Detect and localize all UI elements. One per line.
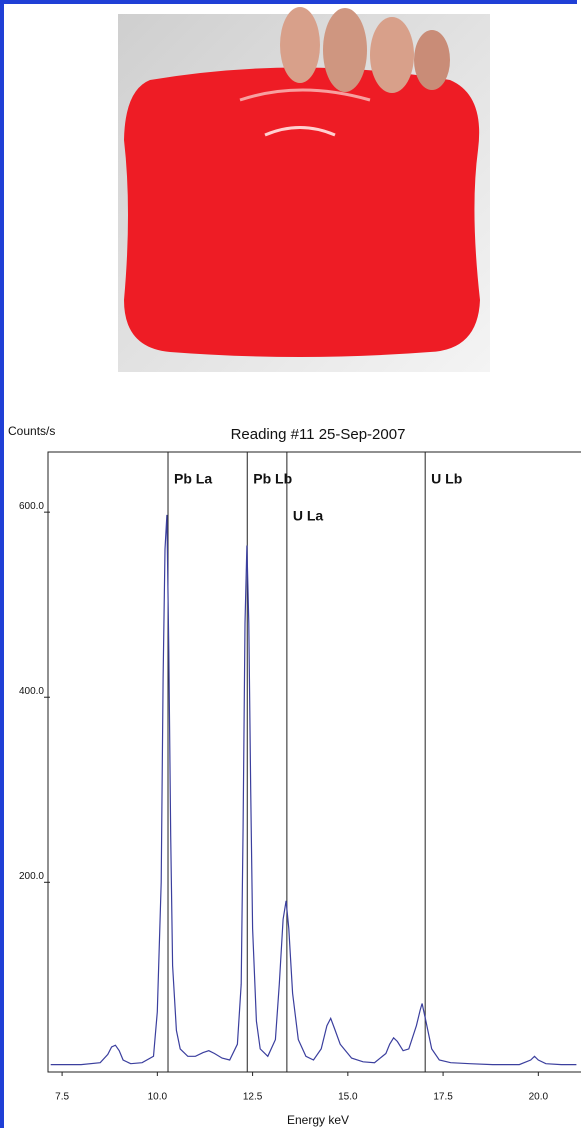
finger	[414, 30, 450, 90]
finger	[370, 17, 414, 93]
page: Counts/s Reading #11 25-Sep-2007 Energy …	[0, 0, 581, 1128]
x-tick-label: 10.0	[148, 1092, 168, 1103]
x-tick-label: 12.5	[243, 1092, 263, 1103]
y-axis-label: Counts/s	[8, 424, 55, 438]
chart-title: Reading #11 25-Sep-2007	[231, 426, 406, 443]
marker-label: Pb Lb	[253, 471, 292, 487]
marker-label: Pb La	[174, 471, 212, 487]
x-tick-label: 7.5	[55, 1092, 69, 1103]
plot-frame	[48, 452, 581, 1072]
y-tick-label: 400.0	[19, 686, 44, 697]
finger	[280, 7, 320, 83]
y-tick-label: 600.0	[19, 501, 44, 512]
x-tick-label: 15.0	[338, 1092, 358, 1103]
figure: Counts/s Reading #11 25-Sep-2007 Energy …	[0, 0, 581, 1128]
photo	[118, 7, 490, 372]
x-tick-label: 20.0	[529, 1092, 549, 1103]
marker-label: U Lb	[431, 471, 462, 487]
x-tick-label: 17.5	[433, 1092, 453, 1103]
x-axis-label: Energy keV	[287, 1113, 349, 1127]
finger	[323, 8, 367, 92]
plate	[124, 68, 480, 358]
y-tick-label: 200.0	[19, 871, 44, 882]
spectrum-line	[51, 515, 577, 1065]
marker-label: U La	[293, 508, 324, 524]
